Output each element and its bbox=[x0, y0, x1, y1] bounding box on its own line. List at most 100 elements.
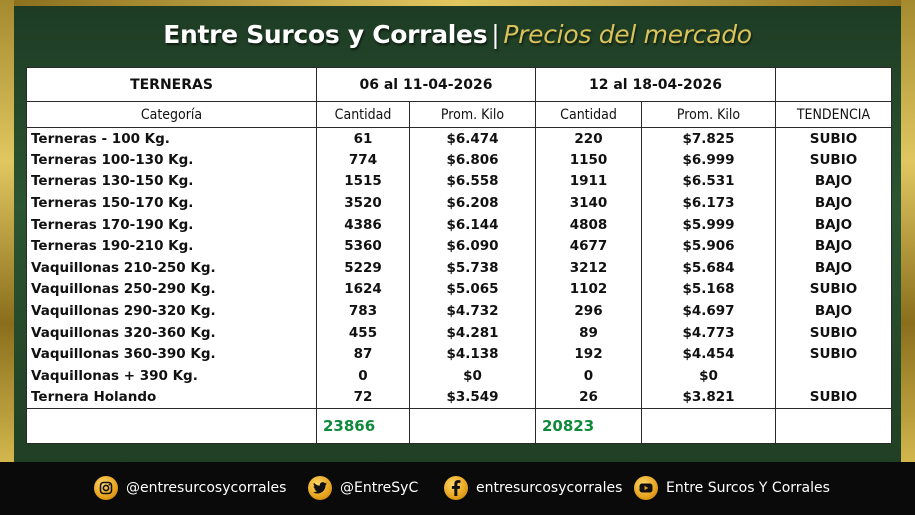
prom-2-cell: $6.173 bbox=[641, 192, 776, 214]
table-row: Vaquillonas 250-290 Kg. 1624 $5.065 1102 $5.… bbox=[26, 278, 892, 301]
gold-right-border bbox=[901, 0, 915, 462]
twitter-icon bbox=[308, 476, 332, 500]
category-cell: Vaquillonas + 390 Kg. bbox=[26, 365, 317, 387]
prom-1-cell: $4.732 bbox=[409, 300, 536, 322]
prom-1-cell: $6.208 bbox=[409, 192, 536, 214]
cantidad-2-cell: 4808 bbox=[535, 213, 642, 236]
prom-1-cell: $4.281 bbox=[409, 321, 536, 344]
cantidad-2-cell: 3212 bbox=[535, 257, 642, 279]
header-period-2: 12 al 18-04-2026 bbox=[535, 67, 776, 102]
cantidad-1-cell: 87 bbox=[316, 343, 410, 366]
table-row: Vaquillonas + 390 Kg. 0 $0 0 $0 bbox=[26, 365, 892, 387]
tendencia-cell: BAJO bbox=[775, 213, 892, 236]
cantidad-1-cell: 455 bbox=[316, 321, 410, 344]
totals-empty-3 bbox=[641, 407, 776, 444]
prom-1-cell: $4.138 bbox=[409, 343, 536, 366]
category-cell: Vaquillonas 360-390 Kg. bbox=[26, 343, 317, 366]
total-cantidad-2: 20823 bbox=[535, 407, 642, 444]
facebook-label: entresurcosycorrales bbox=[476, 480, 623, 496]
cantidad-1-cell: 1515 bbox=[316, 170, 410, 193]
gold-left-border bbox=[0, 0, 14, 462]
tendencia-cell bbox=[775, 365, 892, 387]
tendencia-cell: SUBIO bbox=[775, 386, 892, 409]
prom-2-cell: $3.821 bbox=[641, 386, 776, 409]
cantidad-1-cell: 61 bbox=[316, 127, 410, 150]
prom-1-cell: $6.144 bbox=[409, 213, 536, 236]
table-row: Terneras 150-170 Kg. 3520 $6.208 3140 $6.173… bbox=[26, 192, 892, 214]
table-row: Ternera Holando 72 $3.549 26 $3.821 SUBIO bbox=[26, 386, 892, 409]
cantidad-1-cell: 783 bbox=[316, 300, 410, 322]
header-period-1: 06 al 11-04-2026 bbox=[316, 67, 536, 102]
youtube-icon bbox=[634, 476, 658, 500]
prom-2-cell: $4.454 bbox=[641, 343, 776, 366]
category-cell: Terneras 150-170 Kg. bbox=[26, 192, 317, 214]
header-category: TERNERAS bbox=[26, 67, 317, 102]
prom-2-cell: $5.168 bbox=[641, 278, 776, 301]
tendencia-cell: BAJO bbox=[775, 170, 892, 193]
price-table: TERNERAS 06 al 11-04-2026 12 al 18-04-20… bbox=[26, 67, 892, 444]
category-cell: Vaquillonas 250-290 Kg. bbox=[26, 278, 317, 301]
cantidad-2-cell: 26 bbox=[535, 386, 642, 409]
cantidad-2-cell: 1102 bbox=[535, 278, 642, 301]
tendencia-cell: SUBIO bbox=[775, 278, 892, 301]
category-cell: Vaquillonas 210-250 Kg. bbox=[26, 257, 317, 279]
cantidad-2-cell: 296 bbox=[535, 300, 642, 322]
tendencia-cell: BAJO bbox=[775, 235, 892, 258]
cantidad-2-cell: 3140 bbox=[535, 192, 642, 214]
prom-2-cell: $5.906 bbox=[641, 235, 776, 258]
col-prom-1: Prom. Kilo bbox=[409, 101, 536, 128]
tendencia-cell: SUBIO bbox=[775, 343, 892, 366]
gold-top-border bbox=[0, 0, 915, 6]
social-instagram[interactable]: @entresurcosycorrales bbox=[94, 476, 286, 500]
twitter-label: @EntreSyC bbox=[340, 480, 419, 496]
table-row: Terneras - 100 Kg. 61 $6.474 220 $7.825 SUBIO bbox=[26, 127, 892, 150]
prom-1-cell: $0 bbox=[409, 365, 536, 387]
title-main: Entre Surcos y Corrales bbox=[163, 20, 488, 49]
table-row: Terneras 190-210 Kg. 5360 $6.090 4677 $5.906… bbox=[26, 235, 892, 258]
prom-2-cell: $5.684 bbox=[641, 257, 776, 279]
tendencia-cell: SUBIO bbox=[775, 321, 892, 344]
category-cell: Terneras 100-130 Kg. bbox=[26, 149, 317, 171]
prom-1-cell: $5.738 bbox=[409, 257, 536, 279]
social-facebook[interactable]: entresurcosycorrales bbox=[444, 476, 622, 500]
col-prom-2: Prom. Kilo bbox=[641, 101, 776, 128]
category-cell: Terneras 130-150 Kg. bbox=[26, 170, 317, 193]
col-cantidad-1: Cantidad bbox=[316, 101, 410, 128]
prom-2-cell: $0 bbox=[641, 365, 776, 387]
prom-1-cell: $6.474 bbox=[409, 127, 536, 150]
youtube-label: Entre Surcos Y Corrales bbox=[666, 480, 830, 496]
title-sub: Precios del mercado bbox=[503, 20, 752, 49]
table-row: Vaquillonas 320-360 Kg. 455 $4.281 89 $4.773… bbox=[26, 321, 892, 344]
cantidad-1-cell: 5360 bbox=[316, 235, 410, 258]
cantidad-2-cell: 89 bbox=[535, 321, 642, 344]
table-row: Terneras 130-150 Kg. 1515 $6.558 1911 $6.531… bbox=[26, 170, 892, 193]
cantidad-2-cell: 4677 bbox=[535, 235, 642, 258]
header-empty bbox=[775, 67, 892, 102]
price-table-container: TERNERAS 06 al 11-04-2026 12 al 18-04-20… bbox=[26, 67, 892, 444]
social-twitter[interactable]: @EntreSyC bbox=[308, 476, 418, 500]
header-row-periods: TERNERAS 06 al 11-04-2026 12 al 18-04-20… bbox=[26, 67, 892, 102]
instagram-icon bbox=[94, 476, 118, 500]
prom-2-cell: $4.697 bbox=[641, 300, 776, 322]
category-cell: Terneras 170-190 Kg. bbox=[26, 213, 317, 236]
category-cell: Ternera Holando bbox=[26, 386, 317, 409]
tendencia-cell: SUBIO bbox=[775, 149, 892, 171]
cantidad-1-cell: 774 bbox=[316, 149, 410, 171]
total-cantidad-1: 23866 bbox=[316, 407, 410, 444]
facebook-icon bbox=[444, 476, 468, 500]
tendencia-cell: BAJO bbox=[775, 257, 892, 279]
totals-empty-2 bbox=[409, 407, 536, 444]
table-row: Vaquillonas 210-250 Kg. 5229 $5.738 3212 $5.… bbox=[26, 257, 892, 279]
social-youtube[interactable]: Entre Surcos Y Corrales bbox=[634, 476, 830, 500]
cantidad-2-cell: 220 bbox=[535, 127, 642, 150]
cantidad-2-cell: 0 bbox=[535, 365, 642, 387]
col-categoria: Categoría bbox=[26, 101, 317, 128]
category-cell: Vaquillonas 290-320 Kg. bbox=[26, 300, 317, 322]
tendencia-cell: SUBIO bbox=[775, 127, 892, 150]
prom-2-cell: $5.999 bbox=[641, 213, 776, 236]
cantidad-2-cell: 1911 bbox=[535, 170, 642, 193]
tendencia-cell: BAJO bbox=[775, 192, 892, 214]
header-row-columns: Categoría Cantidad Prom. Kilo Cantidad P… bbox=[26, 101, 892, 128]
totals-empty-4 bbox=[775, 407, 892, 444]
prom-1-cell: $5.065 bbox=[409, 278, 536, 301]
